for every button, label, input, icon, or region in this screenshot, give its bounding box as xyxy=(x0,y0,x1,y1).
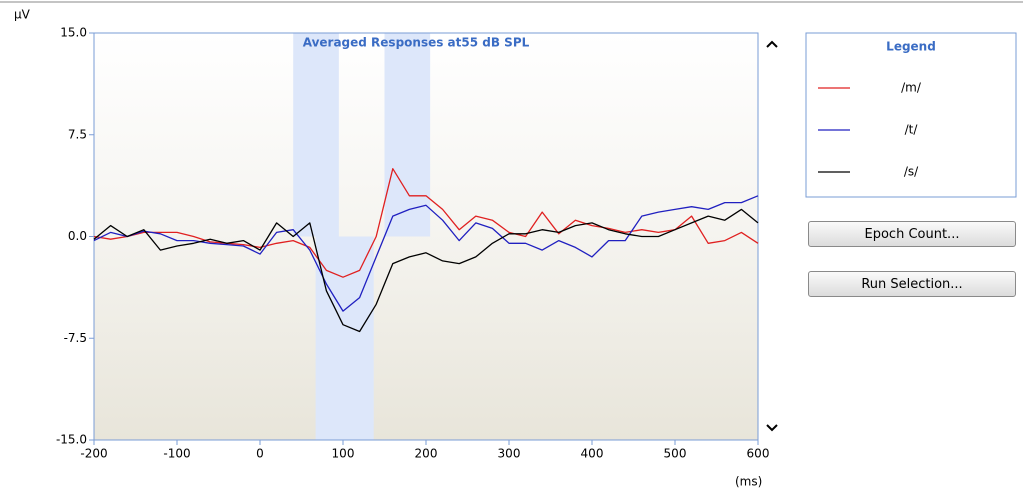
chart-title: Averaged Responses at55 dB SPL xyxy=(303,36,530,50)
shaded-region xyxy=(293,33,339,237)
legend-label: /m/ xyxy=(901,81,922,95)
y-tick-label: 15.0 xyxy=(60,26,87,40)
x-tick-label: 600 xyxy=(747,447,770,461)
y-tick-label: 0.0 xyxy=(68,229,87,243)
y-tick-label: -15.0 xyxy=(56,433,87,447)
x-tick-label: 100 xyxy=(332,447,355,461)
series-line xyxy=(93,208,759,333)
epoch-count-button[interactable]: Epoch Count... xyxy=(808,221,1016,247)
series-line xyxy=(93,195,759,312)
x-tick-label: 0 xyxy=(256,447,264,461)
x-tick-label: 300 xyxy=(498,447,521,461)
y-tick-label: 7.5 xyxy=(68,127,87,141)
x-tick-label: 500 xyxy=(664,447,687,461)
run-selection-button[interactable]: Run Selection... xyxy=(808,271,1016,297)
legend-label: /s/ xyxy=(904,165,919,179)
shaded-region xyxy=(315,236,374,440)
x-tick-label: 400 xyxy=(581,447,604,461)
legend-box xyxy=(805,32,1017,198)
x-tick-label: -200 xyxy=(80,447,107,461)
legend-label: /t/ xyxy=(905,123,919,137)
x-tick-label: 200 xyxy=(415,447,438,461)
scroll-up[interactable] xyxy=(766,40,778,48)
legend-title: Legend xyxy=(886,40,936,54)
x-axis-label: (ms) xyxy=(735,475,762,489)
scroll-down[interactable] xyxy=(766,424,778,432)
y-axis-label: µV xyxy=(14,8,31,22)
shaded-region xyxy=(384,33,431,237)
y-tick-label: -7.5 xyxy=(64,331,87,345)
x-tick-label: -100 xyxy=(163,447,190,461)
